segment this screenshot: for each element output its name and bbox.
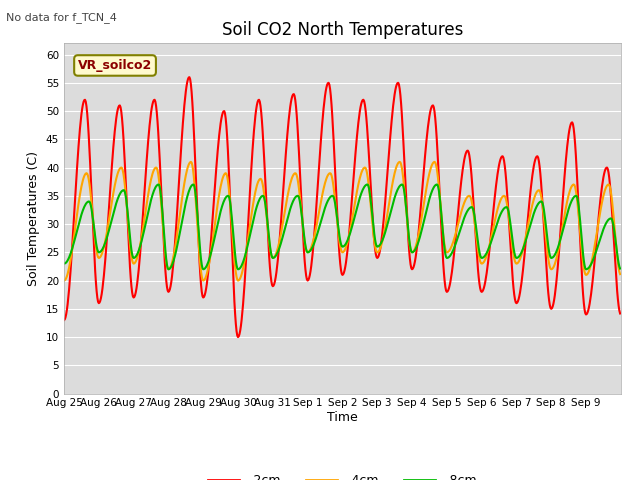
Title: Soil CO2 North Temperatures: Soil CO2 North Temperatures xyxy=(221,21,463,39)
X-axis label: Time: Time xyxy=(327,411,358,424)
Legend: -2cm, -4cm, -8cm: -2cm, -4cm, -8cm xyxy=(204,469,481,480)
Text: No data for f_TCN_4: No data for f_TCN_4 xyxy=(6,12,117,23)
Text: VR_soilco2: VR_soilco2 xyxy=(78,59,152,72)
Y-axis label: Soil Temperatures (C): Soil Temperatures (C) xyxy=(28,151,40,286)
